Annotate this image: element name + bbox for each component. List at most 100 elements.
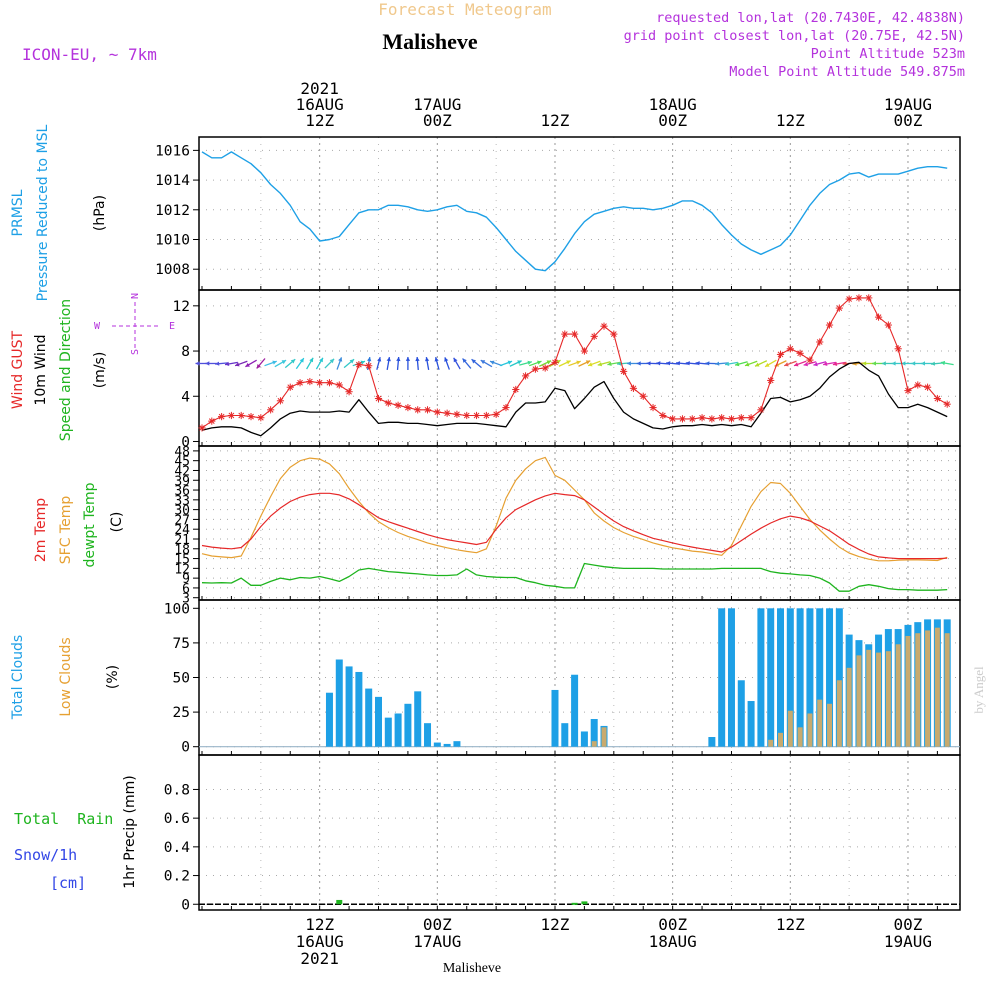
gust-marker (542, 364, 549, 371)
total-cloud-bar (385, 718, 392, 747)
top-time-label: 12Z (776, 111, 805, 130)
wind-arrow (472, 359, 482, 367)
gust-marker (689, 415, 696, 422)
total-cloud-bar (718, 608, 725, 746)
precip-ytick-label: 0.4 (164, 840, 190, 856)
wind-ytick-label: 12 (173, 299, 190, 315)
wind-arrow-head (666, 361, 670, 365)
low-cloud-bar (925, 630, 930, 746)
gust-marker (385, 399, 392, 406)
total-cloud-bar (404, 704, 411, 747)
total-cloud-bar (571, 675, 578, 747)
gust-marker (679, 415, 686, 422)
top-time-label: 00Z (423, 111, 452, 130)
total-cloud-bar (355, 672, 362, 747)
wind-arrow-head (921, 361, 925, 365)
top-time-label: 00Z (894, 111, 923, 130)
top-time-label: 12Z (305, 111, 334, 130)
precip-ytick-label: 0 (181, 897, 190, 913)
gust-marker (757, 406, 764, 413)
precipitation-panel: 00.20.40.60.8 (164, 755, 960, 913)
gust-marker (277, 397, 284, 404)
bottom-location-label: Malisheve (443, 961, 501, 976)
wind-arrow-head (882, 361, 886, 365)
gust-marker (777, 351, 784, 358)
gust-marker (698, 414, 705, 421)
gust-marker (483, 412, 490, 419)
gust-marker (620, 368, 627, 375)
gust-marker (924, 384, 931, 391)
total-cloud-bar (424, 723, 431, 747)
prmsl-line (202, 152, 947, 271)
temp-ytick-label: 48 (174, 445, 190, 460)
gust-marker (306, 378, 313, 385)
wind-compass: N S W E (94, 293, 175, 355)
gust-marker (669, 415, 676, 422)
clouds-ytick-label: 50 (173, 671, 190, 687)
wind-label-gust: Wind GUST (10, 330, 26, 409)
low-cloud-bar (827, 704, 832, 747)
gust-marker (561, 330, 568, 337)
wind-arrow-head (396, 357, 400, 361)
wind-arrow (463, 358, 471, 368)
gust-marker (247, 413, 254, 420)
wind-label-unit: (m/s) (92, 352, 108, 389)
low-cloud-bar (915, 633, 920, 746)
wind-label-speed-dir: Speed and Direction (58, 299, 74, 441)
wind-10m-line (202, 362, 947, 436)
precip-label-cm: [cm] (50, 874, 86, 892)
compass-n: N (130, 293, 141, 299)
wind-arrow (435, 357, 439, 370)
gust-marker (502, 404, 509, 411)
gust-marker (718, 414, 725, 421)
compass-e: E (169, 321, 175, 332)
clouds-ytick-label: 0 (181, 740, 190, 756)
gust-marker (551, 359, 558, 366)
gust-marker (267, 406, 274, 413)
total-cloud-bar (326, 693, 333, 747)
low-cloud-bar (876, 653, 881, 747)
gust-marker (787, 345, 794, 352)
pressure-label-msl: Pressure Reduced to MSL (35, 124, 51, 301)
total-cloud-bar (708, 737, 715, 747)
gust-marker (316, 379, 323, 386)
wind-arrow (265, 361, 277, 366)
total-cloud-bar (767, 608, 774, 746)
wind-arrow (337, 357, 342, 369)
total-cloud-bar (757, 608, 764, 746)
total-cloud-bar (453, 741, 460, 747)
gust-marker (914, 381, 921, 388)
temp-label-unit: (C) (109, 512, 125, 533)
gust-marker (424, 406, 431, 413)
low-cloud-bar (798, 727, 803, 746)
bottom-time-label: 18AUG (649, 932, 697, 951)
gust-marker (708, 415, 715, 422)
gust-marker (747, 414, 754, 421)
gust-marker (591, 333, 598, 340)
top-time-label: 00Z (658, 111, 687, 130)
gust-marker (816, 338, 823, 345)
wind-frame (199, 290, 960, 446)
wind-arrow (344, 359, 354, 367)
wind-ytick-label: 4 (181, 389, 190, 405)
gust-marker (444, 410, 451, 417)
pressure-ytick-label: 1010 (155, 232, 190, 248)
total-cloud-bar (738, 680, 745, 746)
gust-marker (296, 379, 303, 386)
wind-arrow-head (647, 361, 651, 365)
wind-arrow (941, 361, 954, 365)
total-cloud-bar (336, 660, 343, 747)
total-cloud-bar (375, 697, 382, 747)
wind-arrow-head (415, 357, 419, 361)
gust-marker (365, 362, 372, 369)
gust-marker (287, 384, 294, 391)
wind-arrow (415, 357, 419, 370)
wind-arrow (296, 358, 303, 369)
rain-bar (581, 901, 587, 904)
gust-marker (198, 424, 205, 431)
gust-marker (473, 412, 480, 419)
gust-marker (336, 381, 343, 388)
low-cloud-bar (592, 741, 597, 747)
